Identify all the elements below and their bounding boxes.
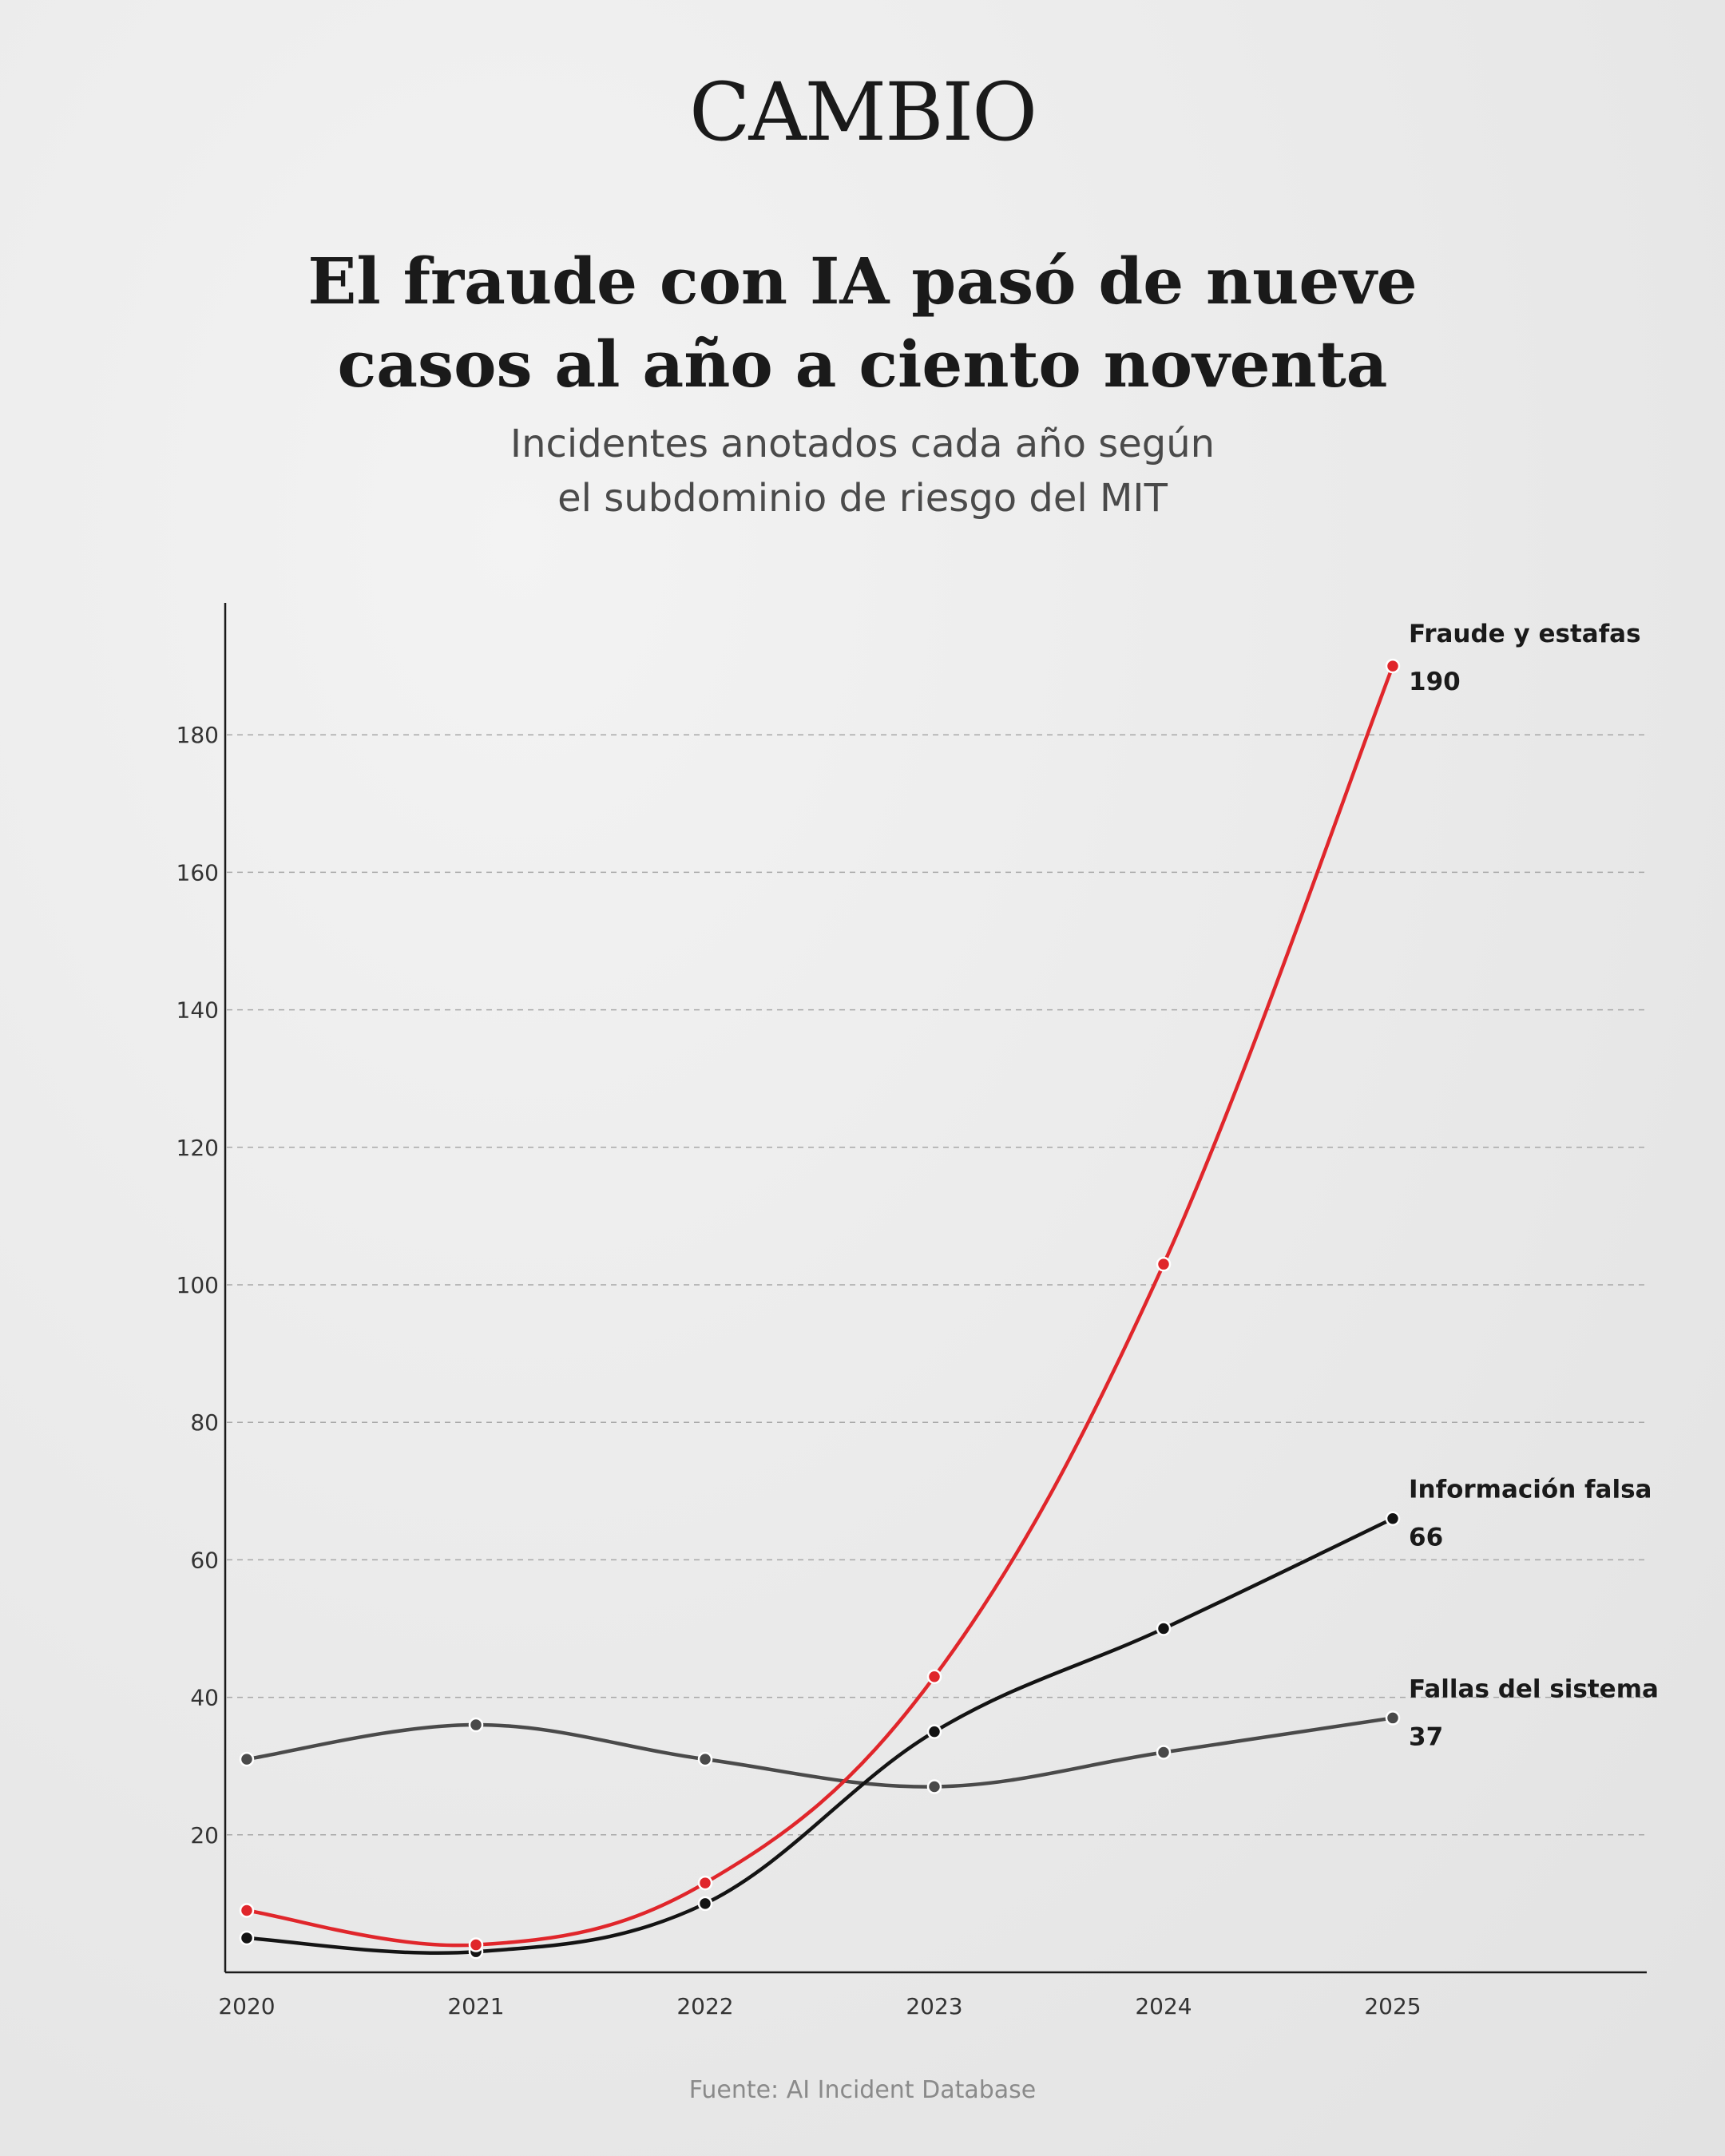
series-points <box>239 658 1401 1960</box>
data-point-2-2 <box>697 1751 713 1767</box>
x-tick-label: 2025 <box>1364 1993 1421 2019</box>
x-tick-label: 2020 <box>218 1993 275 2019</box>
y-tick-label: 60 <box>190 1547 219 1573</box>
x-axis-ticks: 2020 2021 2022 2023 2024 2025 <box>218 1993 1421 2019</box>
x-tick-label: 2021 <box>447 1993 504 2019</box>
data-point-1-5 <box>1385 1511 1401 1526</box>
chart-title-line-2: casos al año a ciento noventa <box>337 327 1388 402</box>
data-point-2-1 <box>468 1717 484 1733</box>
chart-subtitle-line-1: Incidentes anotados cada año según <box>510 422 1215 466</box>
chart-title: El fraude con IA pasó de nueve casos al … <box>0 240 1725 406</box>
data-point-2-0 <box>239 1751 255 1767</box>
series-name-label: Fallas del sistema <box>1409 1674 1659 1703</box>
series-lines <box>244 664 1395 1956</box>
series-value-label: 66 <box>1409 1524 1443 1552</box>
y-tick-label: 120 <box>176 1135 219 1161</box>
y-tick-label: 140 <box>176 997 219 1024</box>
x-tick-label: 2022 <box>676 1993 733 2019</box>
source-note: Fuente: AI Incident Database <box>688 2076 1037 2104</box>
series-name-label: Fraude y estafas <box>1409 620 1641 648</box>
y-tick-label: 100 <box>176 1272 219 1298</box>
data-point-1-2 <box>697 1896 713 1912</box>
data-point-0-2 <box>697 1875 713 1891</box>
series-value-label: 37 <box>1409 1722 1443 1751</box>
grid-lines <box>227 734 1647 1836</box>
data-point-0-5 <box>1385 658 1401 674</box>
y-tick-label: 160 <box>176 859 219 886</box>
data-point-1-3 <box>926 1724 942 1739</box>
x-tick-label: 2023 <box>906 1993 962 2019</box>
data-point-1-0 <box>239 1930 255 1946</box>
chart-axes <box>224 603 1647 1974</box>
data-point-2-5 <box>1385 1710 1401 1726</box>
data-point-0-3 <box>926 1669 942 1685</box>
y-tick-label: 40 <box>190 1685 219 1711</box>
series-line-2 <box>244 1716 1395 1789</box>
chart-subtitle-line-2: el subdominio de riesgo del MIT <box>557 476 1168 521</box>
data-point-2-3 <box>926 1779 942 1794</box>
series-labels: Fraude y estafas 190 Información falsa 66 Fa… <box>1409 620 1659 1751</box>
y-tick-label: 80 <box>190 1409 219 1436</box>
data-point-1-4 <box>1156 1621 1172 1636</box>
y-axis-ticks: 20 40 60 80 100 120 140 160 180 <box>176 722 219 1849</box>
y-tick-label: 180 <box>176 722 219 748</box>
data-point-0-0 <box>239 1903 255 1918</box>
data-point-2-4 <box>1156 1745 1172 1760</box>
series-name-label: Información falsa <box>1409 1476 1652 1504</box>
brand-logo: CAMBIO <box>688 65 1037 159</box>
series-line-0 <box>244 664 1395 1948</box>
data-point-0-4 <box>1156 1256 1172 1272</box>
series-line-1 <box>244 1516 1395 1956</box>
data-point-0-1 <box>468 1937 484 1952</box>
x-tick-label: 2024 <box>1135 1993 1192 2019</box>
y-tick-label: 20 <box>190 1822 219 1849</box>
chart-title-line-1: El fraude con IA pasó de nueve <box>307 244 1418 319</box>
series-value-label: 190 <box>1409 668 1461 696</box>
